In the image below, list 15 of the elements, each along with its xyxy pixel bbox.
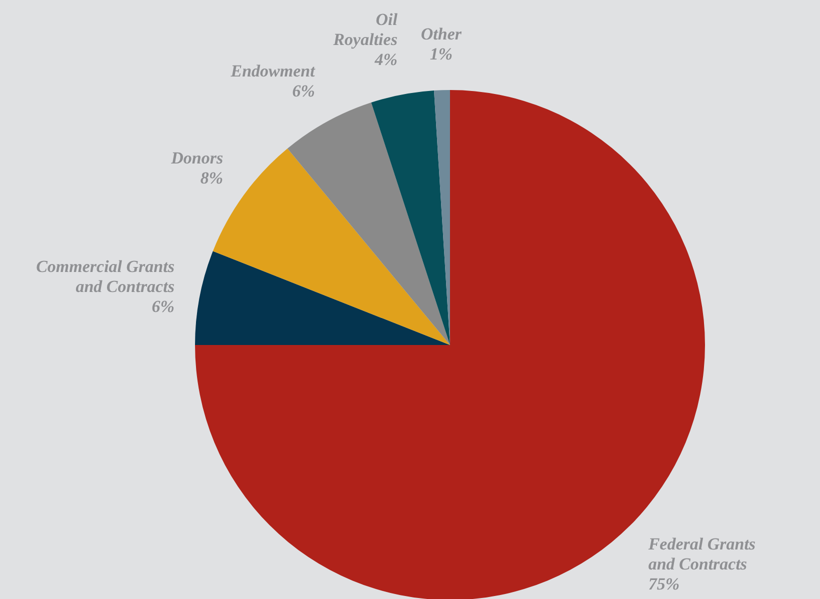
pie-slice bbox=[195, 251, 450, 345]
slice-label: Commercial Grants and Contracts bbox=[36, 256, 175, 296]
slice-label: Oil Royalties bbox=[332, 10, 398, 49]
data-label: 4% bbox=[374, 50, 398, 69]
data-label: 6% bbox=[152, 296, 174, 316]
pie-slice bbox=[287, 102, 450, 345]
data-label: 6% bbox=[292, 82, 315, 101]
slice-label: Other bbox=[420, 24, 462, 44]
data-label: 1% bbox=[430, 44, 453, 64]
slice-label: Endowment bbox=[230, 62, 316, 81]
data-label: 8% bbox=[200, 168, 224, 188]
pie-slice bbox=[371, 90, 450, 345]
slice-label: Federal Grants and Contracts bbox=[647, 534, 756, 574]
data-label: 75% bbox=[648, 574, 680, 594]
slice-label: Donors bbox=[170, 148, 224, 168]
